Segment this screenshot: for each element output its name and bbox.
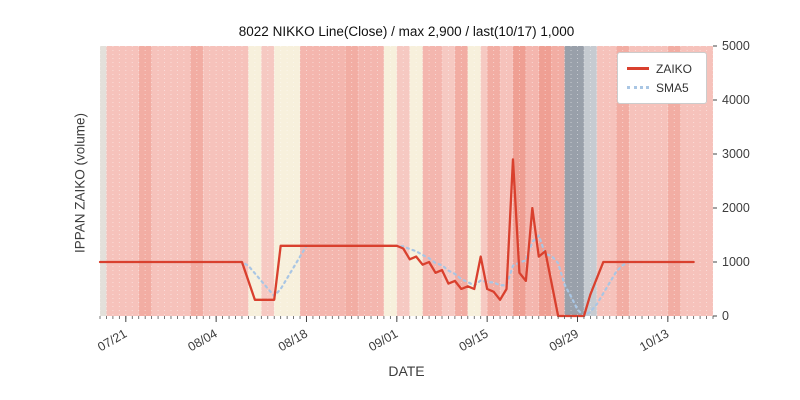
y-tick-label: 3000 — [722, 147, 750, 161]
day-band — [667, 46, 681, 316]
day-band — [551, 46, 565, 316]
x-tick-label: 10/13 — [637, 326, 671, 354]
day-band — [138, 46, 152, 316]
y-axis-label: IPPAN ZAIKO (volume) — [72, 112, 88, 254]
day-band — [480, 46, 488, 316]
y-tick-label: 5000 — [722, 39, 750, 53]
day-band — [345, 46, 359, 316]
y-tick-label: 4000 — [722, 93, 750, 107]
day-band — [409, 46, 423, 316]
x-axis-label: DATE — [388, 363, 425, 379]
legend: ZAIKO SMA5 — [617, 52, 707, 104]
day-band — [467, 46, 481, 316]
day-band — [248, 46, 262, 316]
day-band — [261, 46, 275, 316]
day-band — [487, 46, 501, 316]
y-tick-label: 0 — [722, 309, 729, 323]
day-band — [500, 46, 513, 316]
legend-entry-zaiko: ZAIKO — [627, 59, 697, 78]
y-tick-label: 1000 — [722, 255, 750, 269]
day-band — [151, 46, 191, 316]
legend-entry-sma5: SMA5 — [627, 78, 697, 97]
day-band — [441, 46, 455, 316]
x-tick-label: 09/01 — [366, 326, 400, 354]
zaiko-line — [98, 158, 695, 318]
day-band — [596, 46, 617, 316]
legend-label-sma5: SMA5 — [656, 80, 689, 95]
x-tick-label: 08/18 — [276, 326, 310, 354]
day-band — [538, 46, 552, 316]
day-band — [190, 46, 204, 316]
x-tick-label: 09/15 — [457, 326, 491, 354]
x-tick-label: 08/04 — [186, 326, 220, 354]
day-band — [383, 46, 397, 316]
day-band — [203, 46, 249, 316]
day-band — [454, 46, 468, 316]
day-band — [422, 46, 442, 316]
x-tick-label: 09/29 — [547, 326, 581, 354]
day-band — [358, 46, 384, 316]
day-band — [512, 46, 526, 316]
chart-title: 8022 NIKKO Line(Close) / max 2,900 / las… — [238, 24, 575, 39]
y-tick-label: 2000 — [722, 201, 750, 215]
day-band — [106, 46, 139, 316]
day-band — [564, 46, 584, 316]
day-band — [300, 46, 346, 316]
zaiko-line-sample-icon — [627, 67, 649, 70]
sma5-line — [124, 233, 695, 318]
day-band — [583, 46, 597, 316]
day-band — [616, 46, 630, 316]
legend-label-zaiko: ZAIKO — [656, 61, 693, 76]
sma5-line-sample-icon — [627, 86, 649, 89]
day-band — [100, 46, 107, 316]
x-tick-label: 07/21 — [95, 326, 129, 354]
